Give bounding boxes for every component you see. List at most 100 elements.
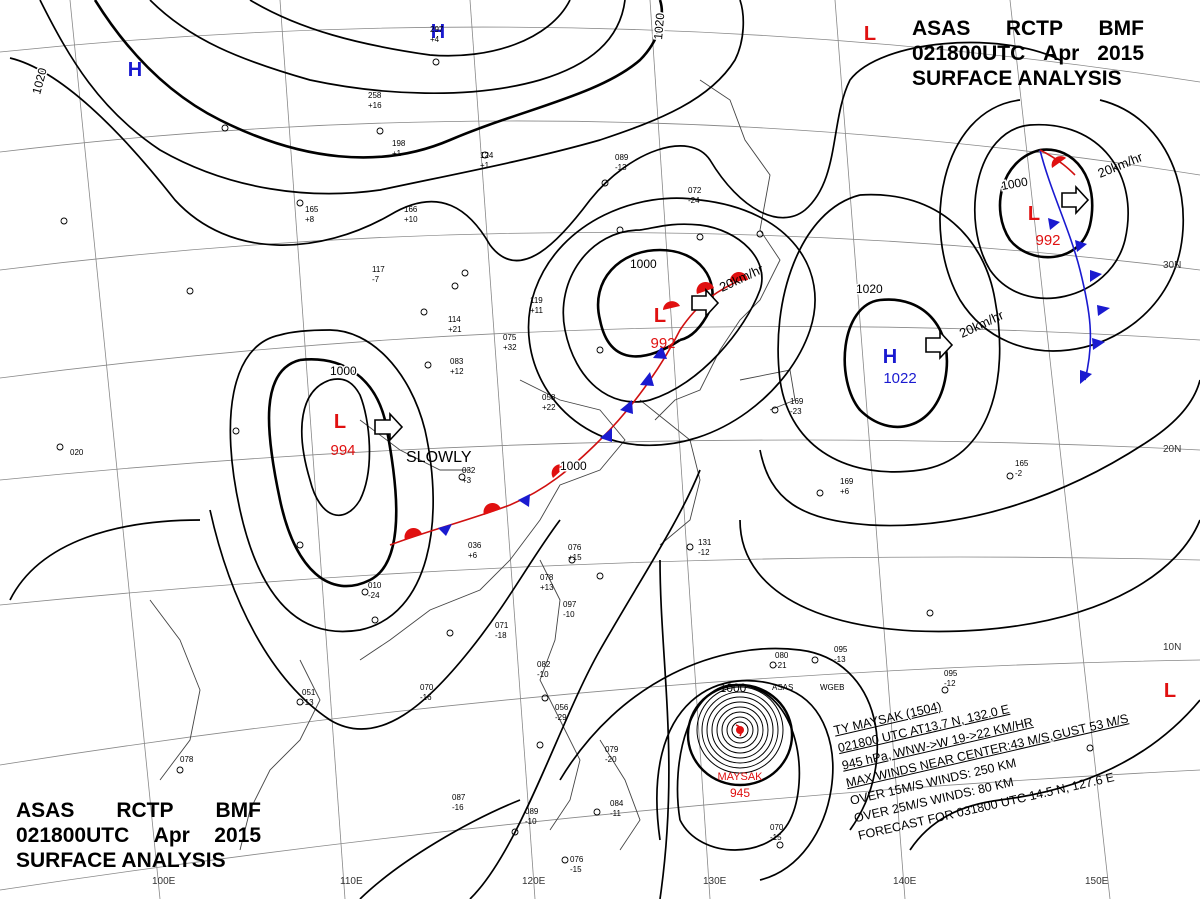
longitude-label: 140E	[893, 876, 917, 887]
station-markers	[56, 58, 1094, 864]
station-tendency: -24	[368, 591, 380, 600]
typhoon-isobar-label: 1000	[720, 681, 747, 695]
station-ids: WGEB ASAS	[772, 683, 844, 692]
station-pressure: 036	[468, 541, 482, 550]
station-pressure: 124	[480, 151, 494, 160]
cold-front-marks	[438, 218, 1110, 536]
header-year: 2015	[1097, 42, 1144, 65]
station-plots: 297+4258+16124+1198+1166+10165+8117-7114…	[70, 25, 1029, 874]
station-tendency: -16	[420, 693, 432, 702]
header-bottom-left: ASAS RCTP BMF 021800UTC Apr 2015 SURFACE…	[16, 798, 261, 873]
station-pressure: 070	[420, 683, 434, 692]
header-time: 021800UTC	[16, 824, 130, 847]
low-center: L	[334, 411, 346, 433]
station-pressure: 020	[70, 448, 84, 457]
low-center: L	[1164, 680, 1176, 702]
station-pressure: 089	[615, 153, 629, 162]
station-tendency: -20	[605, 755, 617, 764]
station-pressure: 084	[610, 799, 624, 808]
station-pressure: 087	[452, 793, 466, 802]
longitude-label: 110E	[340, 876, 363, 887]
station-pressure: 117	[372, 265, 385, 274]
station-tendency: +10	[404, 215, 418, 224]
low-center: L	[864, 23, 876, 45]
station-tendency: -13	[302, 698, 314, 707]
station-pressure: 082	[537, 660, 551, 669]
latitude-labels: 30N 20N 10N	[1163, 260, 1181, 653]
header-year: 2015	[214, 824, 261, 847]
station-tendency: -23	[790, 407, 802, 416]
station-pressure: 078	[180, 755, 194, 764]
station-tendency: +11	[530, 306, 544, 315]
header-title: SURFACE ANALYSIS	[16, 849, 226, 872]
station-tendency: -12	[698, 548, 710, 557]
typhoon-name: MAYSAK	[717, 771, 763, 783]
center-pressure: 992	[1035, 232, 1060, 249]
motion-arrows	[374, 184, 1090, 443]
station-pressure: 032	[462, 466, 476, 475]
station-tendency: -18	[495, 631, 507, 640]
header-month: Apr	[1043, 42, 1080, 65]
longitude-labels: 100E 110E 120E 130E 140E 150E	[152, 876, 1109, 887]
station-id: WGEB	[820, 683, 844, 692]
station-pressure: 076	[568, 543, 582, 552]
station-tendency: -15	[770, 833, 782, 842]
isobar-label: 1000	[1000, 174, 1029, 192]
station-pressure: 165	[1015, 459, 1029, 468]
longitude-label: 100E	[152, 876, 176, 887]
typhoon-isobars	[686, 683, 794, 787]
station-pressure: 097	[563, 600, 577, 609]
station-tendency: +12	[450, 367, 464, 376]
station-tendency: -10	[563, 610, 575, 619]
isobar-label: 1000	[560, 459, 587, 473]
station-pressure: 258	[368, 91, 382, 100]
isobar-label: 1020	[856, 282, 883, 296]
station-pressure: 075	[503, 333, 517, 342]
station-pressure: 198	[392, 139, 406, 148]
header-month: Apr	[153, 824, 190, 847]
station-tendency: -11	[610, 809, 622, 818]
station-tendency: +1	[480, 161, 490, 170]
station-tendency: +21	[448, 325, 462, 334]
station-tendency: +16	[368, 101, 382, 110]
station-pressure: 169	[840, 477, 854, 486]
station-pressure: 071	[495, 621, 509, 630]
station-pressure: 056	[555, 703, 569, 712]
station-pressure: 114	[448, 315, 461, 324]
station-tendency: -10	[525, 817, 537, 826]
station-pressure: 076	[570, 855, 584, 864]
station-tendency: +1	[392, 149, 402, 158]
isobar-label: 1020	[651, 12, 667, 40]
station-tendency: -2	[1015, 469, 1023, 478]
coastlines	[149, 79, 796, 851]
station-pressure: 095	[834, 645, 848, 654]
station-tendency: -10	[537, 670, 549, 679]
isobar-label: 1000	[630, 257, 657, 271]
high-center: H	[431, 21, 445, 43]
station-tendency: -13	[834, 655, 846, 664]
station-tendency: +6	[840, 487, 850, 496]
station-pressure: 095	[944, 669, 958, 678]
station-tendency: +4	[430, 35, 440, 44]
isobar-label: 1000	[330, 364, 357, 378]
station-tendency: -24	[688, 196, 700, 205]
station-tendency: -21	[775, 661, 787, 670]
high-center: H	[883, 346, 897, 368]
front-line	[389, 149, 1092, 546]
station-pressure: 079	[605, 745, 619, 754]
header-top-right: ASAS RCTP BMF 021800UTC Apr 2015 SURFACE…	[912, 16, 1144, 91]
station-pressure: 169	[790, 397, 804, 406]
station-pressure: 119	[530, 296, 543, 305]
longitude-label: 130E	[703, 876, 727, 887]
header-agency: BMF	[215, 799, 262, 822]
header-title: SURFACE ANALYSIS	[912, 67, 1122, 90]
latitude-label: 30N	[1163, 260, 1181, 271]
station-pressure: 297	[430, 25, 444, 34]
station-pressure: 058	[542, 393, 556, 402]
station-pressure: 089	[525, 807, 539, 816]
center-pressure: 1022	[883, 370, 916, 387]
center-pressure: 994	[330, 442, 355, 459]
station-tendency: +15	[568, 553, 582, 562]
